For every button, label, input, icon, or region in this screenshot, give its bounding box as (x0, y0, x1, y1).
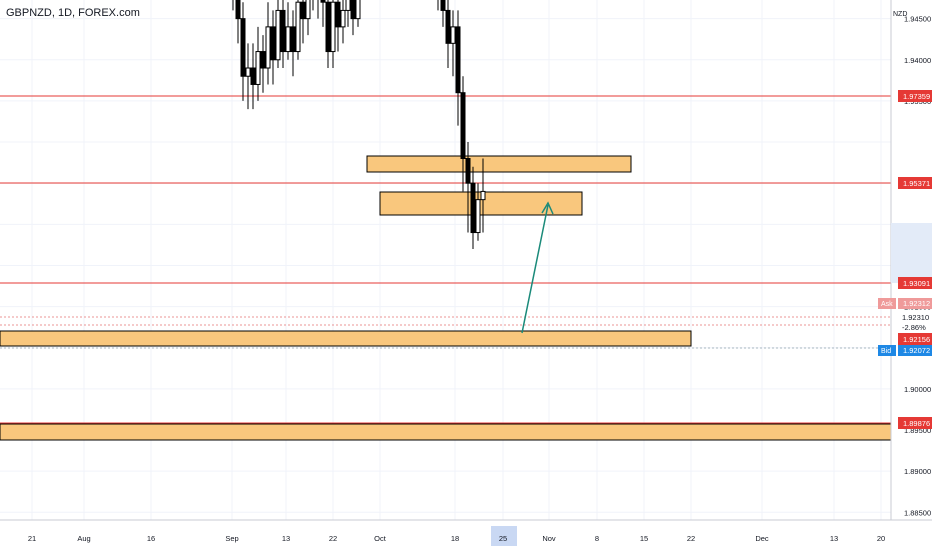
time-tick-label: 20 (877, 534, 885, 543)
currency-label: NZD (893, 11, 908, 18)
candle-body (260, 51, 266, 69)
candle-body (340, 9, 346, 28)
ask-value-box (898, 298, 932, 309)
bid-value-box (898, 345, 932, 356)
candle-body (455, 26, 461, 94)
price-tag-box (898, 417, 932, 429)
candle-body (345, 0, 351, 11)
candle-body (295, 1, 301, 53)
candle-body (300, 1, 306, 20)
price-axis[interactable] (890, 0, 932, 520)
time-tick-labels: 21 Aug 16 Sep 13 22 Oct 18 25 Nov 8 15 22 Dec 13 20 (28, 534, 885, 543)
time-tick-label: 21 (28, 534, 36, 543)
time-tick-label: 15 (640, 534, 648, 543)
time-tick-label: Oct (374, 534, 387, 543)
price-tag-label: 1.89876 (903, 419, 930, 428)
arrow-head (541, 201, 554, 215)
price-tag-label: 1.95371 (903, 179, 930, 188)
time-tick-label: Dec (755, 534, 769, 543)
time-tick-label: Aug (77, 534, 90, 543)
time-tick-label: 22 (329, 534, 337, 543)
price-tags: 1.97359 1.95371 1.93091 1.92156 1.89876 Ask 1.… (878, 90, 932, 429)
zone-rectangle (0, 423, 892, 441)
candle-body (285, 26, 291, 53)
supply-demand-zones[interactable] (0, 155, 892, 441)
arrow-shaft (521, 204, 549, 334)
candle-body (320, 0, 326, 3)
price-tag-box (898, 333, 932, 345)
time-axis[interactable] (0, 519, 932, 550)
time-tick-label: 18 (451, 534, 459, 543)
candlestick-series (232, 0, 486, 250)
time-tick-label: 16 (147, 534, 155, 543)
horizontal-levels[interactable] (0, 95, 891, 424)
symbol-title: GBPNZD, 1D, FOREX.com (6, 7, 140, 19)
candle-body (245, 67, 251, 77)
price-tag-label: 1.97359 (903, 92, 930, 101)
price-tick-label: 1.89000 (904, 467, 931, 476)
candle-body (440, 0, 446, 11)
candle-body (280, 9, 286, 53)
candle-body (250, 67, 256, 85)
candle-body (235, 0, 241, 20)
candle-body (275, 9, 281, 61)
price-tick-label: 1.90000 (904, 385, 931, 394)
candle-body (265, 26, 271, 69)
candle-body (240, 18, 246, 77)
price-tag-box (898, 90, 932, 102)
bid-label: Bid (881, 348, 891, 355)
zone-rectangle (0, 330, 692, 347)
price-tick-label: 1.94500 (904, 15, 931, 24)
price-tick-label: 1.88500 (904, 508, 931, 517)
price-tag-box (898, 177, 932, 189)
candle-body (445, 9, 451, 44)
candle-body (305, 0, 311, 20)
price-tag-box (898, 277, 932, 289)
candle-body (330, 1, 336, 53)
zone-rectangle (366, 155, 632, 173)
time-tick-label: 13 (830, 534, 838, 543)
candle-body (480, 190, 486, 201)
candle-body (460, 92, 466, 160)
candle-body (325, 1, 331, 53)
candle-body (475, 199, 481, 234)
time-tick-label: 13 (282, 534, 290, 543)
candle-body (255, 51, 261, 85)
price-tick-label: 1.94000 (904, 56, 931, 65)
candle-body (470, 182, 476, 234)
bid-label-box (878, 345, 896, 356)
current-price-value: 1.92310 (902, 313, 929, 322)
bid-value: 1.92072 (903, 346, 930, 355)
price-tick-label: 1.89500 (904, 426, 931, 435)
ask-label: Ask (881, 301, 893, 308)
time-tick-label: 22 (687, 534, 695, 543)
time-tick-label: Nov (542, 534, 556, 543)
candle-body (350, 0, 356, 20)
change-percent: -2.86% (902, 323, 926, 332)
candle-body (450, 26, 456, 44)
price-tag-label: 1.92156 (903, 335, 930, 344)
candle-body (270, 26, 276, 61)
projection-arrow[interactable] (521, 201, 554, 334)
time-tick-label: 25 (499, 534, 507, 543)
ask-value: 1.92312 (903, 299, 930, 308)
candle-body (335, 1, 341, 28)
ask-label-box (878, 298, 896, 309)
price-tag-label: 1.93091 (903, 279, 930, 288)
candle-body (290, 26, 296, 53)
time-tick-label: 8 (595, 534, 599, 543)
candle-body (355, 0, 361, 20)
time-tick-label: Sep (225, 534, 238, 543)
candle-body (465, 158, 471, 184)
